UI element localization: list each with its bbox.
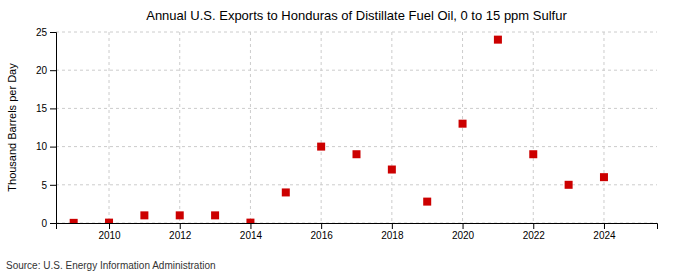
x-tick-label: 2018 [381,230,404,241]
y-tick-label: 0 [41,218,47,229]
chart: 2010 2012 2014 2016 2018 2020 2022 2024 0 5 10 15 20… [0,0,675,275]
y-tick-label: 20 [36,65,48,76]
x-grid-line [109,32,110,223]
y-axis: 0 5 10 15 20 25 [36,27,57,229]
y-axis-title: Thousand Barrels per Day [6,63,18,192]
plot: 2010 2012 2014 2016 2018 2020 2022 2024 0 5 10 15 20… [36,27,658,241]
x-grid-line [391,32,392,223]
x-tick: 2012 [169,223,192,241]
source-note: Source: U.S. Energy Information Administ… [6,260,216,271]
point [388,166,396,174]
x-tick-label: 2020 [452,230,475,241]
point [282,188,290,196]
x-tick-mark [109,223,110,229]
x-tick-label: 2014 [240,230,263,241]
y-tick: 10 [36,141,56,152]
x-tick: 2020 [452,223,475,241]
y-grid-line [56,70,657,71]
x-tick: 2024 [593,223,616,241]
y-tick: 15 [36,103,56,114]
x-tick-label: 2010 [98,230,121,241]
point [529,150,537,158]
point [565,181,573,189]
y-tick: 20 [36,65,56,76]
x-tick: 2022 [523,223,546,241]
x-tick: 2010 [98,223,121,241]
y-tick-mark [50,70,56,71]
x-tick-mark [250,223,251,229]
point [105,219,113,223]
x-grid-line [533,32,534,223]
y-tick-label: 15 [36,103,48,114]
x-grid-line [321,32,322,223]
points [70,36,608,223]
x-tick-label: 2012 [169,230,192,241]
y-tick-mark [50,32,56,33]
y-tick: 25 [36,27,56,38]
x-grid-line [603,32,604,223]
x-grid-line [250,32,251,223]
point [176,211,184,219]
x-tick: 2016 [311,223,334,241]
x-axis: 2010 2012 2014 2016 2018 2020 2022 2024 [57,223,658,241]
point [246,219,254,223]
point [423,198,431,206]
y-tick-mark [50,147,56,148]
y-tick-mark [50,185,56,186]
point [494,36,502,44]
y-grid-line [56,146,657,147]
y-tick: 5 [41,180,56,191]
x-tick-mark [463,223,464,229]
grid [56,32,657,223]
y-tick-label: 10 [36,141,48,152]
x-tick-mark [533,223,534,229]
x-tick-label: 2022 [523,230,546,241]
x-tick-label: 2024 [593,230,616,241]
point [600,173,608,181]
x-grid-line [179,32,180,223]
x-tick-mark [392,223,393,229]
point [317,143,325,151]
y-tick-label: 5 [41,180,47,191]
x-tick-label: 2016 [311,230,334,241]
y-grid-line [56,108,657,109]
x-tick-mark [604,223,605,229]
y-grid-line [56,32,657,33]
x-tick: 2018 [381,223,404,241]
x-axis-line [57,224,658,230]
y-tick-label: 25 [36,27,48,38]
point [70,219,78,223]
point [140,211,148,219]
x-tick: 2014 [240,223,263,241]
title: Annual U.S. Exports to Honduras of Disti… [146,8,567,23]
y-tick-mark [50,223,56,224]
x-tick-mark [321,223,322,229]
point [459,120,467,128]
y-axis-line [50,33,57,224]
point [353,150,361,158]
y-tick-mark [50,108,56,109]
point [211,211,219,219]
x-tick-mark [180,223,181,229]
y-tick: 0 [41,218,56,229]
